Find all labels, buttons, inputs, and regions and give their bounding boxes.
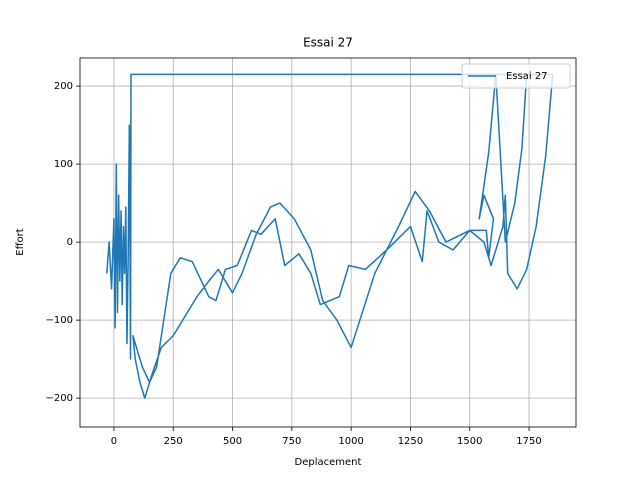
x-axis-label: Deplacement <box>295 457 362 468</box>
x-tick-label: 1750 <box>516 436 541 447</box>
y-tick-label: 100 <box>54 159 73 170</box>
y-tick-label: −100 <box>46 315 73 326</box>
x-tick-label: 1250 <box>398 436 423 447</box>
legend: Essai 27 <box>461 63 571 89</box>
y-tick-label: −200 <box>46 393 73 404</box>
y-tick-label: 0 <box>67 237 73 248</box>
y-tick-label: 200 <box>54 81 73 92</box>
x-tick-label: 0 <box>111 436 117 447</box>
legend-label: Essai 27 <box>506 71 548 82</box>
x-tick-label: 1500 <box>457 436 482 447</box>
legend-box <box>461 63 571 89</box>
x-tick-label: 1000 <box>338 436 363 447</box>
y-axis-label: Effort <box>15 228 26 255</box>
x-tick-label: 750 <box>282 436 301 447</box>
chart-title: Essai 27 <box>303 36 353 50</box>
x-tick-label: 500 <box>223 436 242 447</box>
x-tick-label: 250 <box>164 436 183 447</box>
plot-frame <box>79 57 577 428</box>
data-line <box>106 73 554 399</box>
